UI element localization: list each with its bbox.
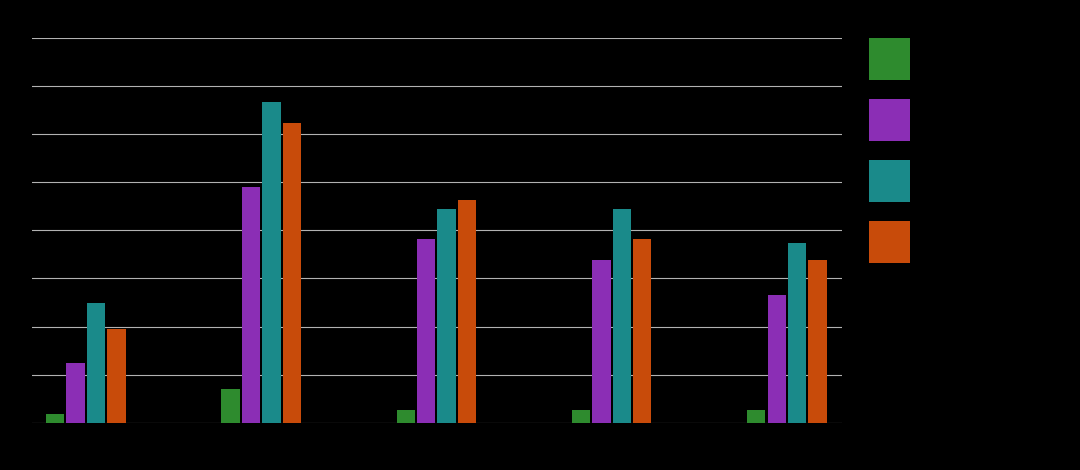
Bar xyxy=(437,209,456,423)
Bar xyxy=(46,415,65,423)
Bar xyxy=(788,243,807,423)
Bar xyxy=(633,239,651,423)
Bar xyxy=(67,363,85,423)
Bar xyxy=(221,389,240,423)
Bar xyxy=(747,410,766,423)
Bar xyxy=(107,329,125,423)
Bar xyxy=(768,295,786,423)
Bar xyxy=(571,410,590,423)
Bar xyxy=(808,260,827,423)
Bar xyxy=(283,123,301,423)
Bar xyxy=(417,239,435,423)
Bar xyxy=(242,188,260,423)
Bar xyxy=(262,102,281,423)
Bar xyxy=(86,303,105,423)
Bar xyxy=(396,410,415,423)
Bar xyxy=(592,260,610,423)
Bar xyxy=(612,209,631,423)
Bar xyxy=(458,200,476,423)
